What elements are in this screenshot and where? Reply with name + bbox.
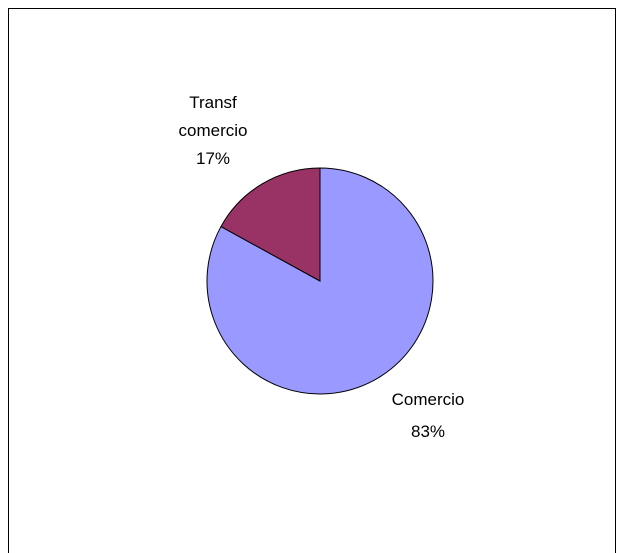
slice-category-label: comercio xyxy=(179,121,248,140)
slice-category-label: Transf xyxy=(189,93,237,112)
slice-percent-label: 83% xyxy=(411,422,445,441)
slice-label-transf-comercio: Transf comercio 17% xyxy=(179,93,248,168)
chart-border xyxy=(8,8,616,553)
pie-slices xyxy=(206,167,434,395)
pie-slice-transf-comercio xyxy=(220,167,321,282)
pie-labels: Comercio 83% Transf comercio 17% xyxy=(179,93,465,441)
slice-category-label: Comercio xyxy=(392,390,465,409)
slice-percent-label: 17% xyxy=(196,149,230,168)
slice-label-comercio: Comercio 83% xyxy=(392,390,465,441)
